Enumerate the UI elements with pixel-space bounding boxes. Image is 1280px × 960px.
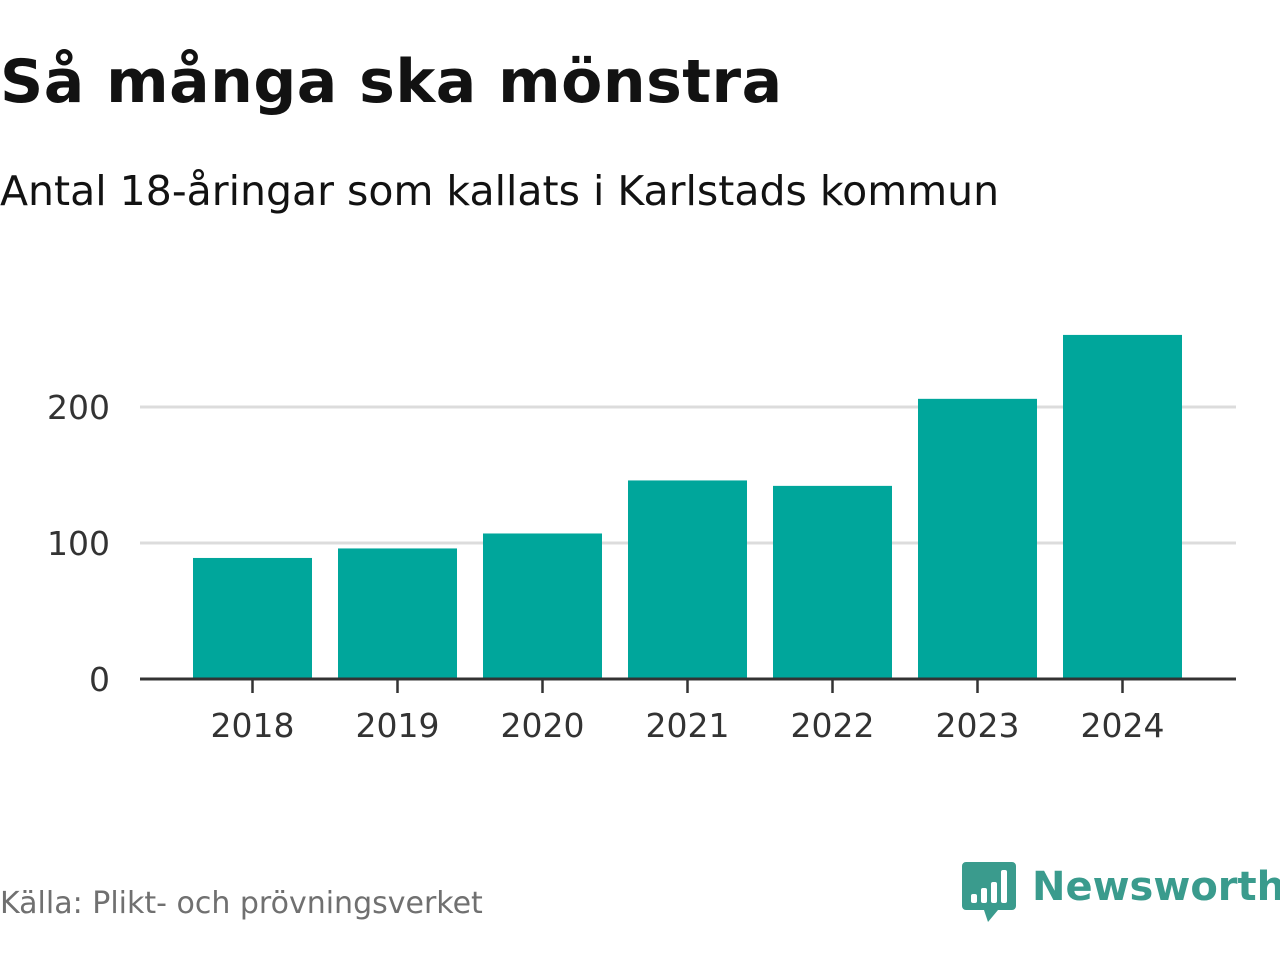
- brand-name: Newsworthy: [1032, 864, 1280, 910]
- bar-2021: [628, 480, 747, 679]
- x-tick-label: 2020: [501, 706, 585, 745]
- source-note: Källa: Plikt- och prövningsverket: [0, 886, 483, 921]
- x-tick-label: 2024: [1081, 706, 1165, 745]
- y-tick-label: 0: [89, 660, 110, 699]
- bars: [193, 334, 1182, 679]
- y-axis-labels: 0 100 200: [47, 388, 110, 699]
- x-axis-labels: 2018 2019 2020 2021 2022 2023 2024: [211, 706, 1165, 745]
- x-tick-label: 2023: [936, 706, 1020, 745]
- x-tick-label: 2022: [791, 706, 875, 745]
- bar-2019: [338, 548, 457, 679]
- y-tick-label: 200: [47, 388, 110, 427]
- bar-2024: [1063, 334, 1182, 679]
- bar-2018: [193, 557, 312, 679]
- bar-2023: [918, 398, 1037, 679]
- chart-subtitle: Antal 18-åringar som kallats i Karlstads…: [0, 167, 1000, 215]
- x-tick-label: 2021: [646, 706, 730, 745]
- chart-title: Så många ska mönstra: [0, 47, 783, 117]
- newsworthy-logo-icon: [962, 862, 1016, 922]
- x-tick-label: 2018: [211, 706, 295, 745]
- bar-2022: [773, 485, 892, 679]
- x-axis: [140, 677, 1236, 693]
- y-tick-label: 100: [47, 524, 110, 563]
- x-tick-label: 2019: [356, 706, 440, 745]
- bar-2020: [483, 533, 602, 679]
- newsworthy-logo: Newsworthy: [962, 860, 1280, 924]
